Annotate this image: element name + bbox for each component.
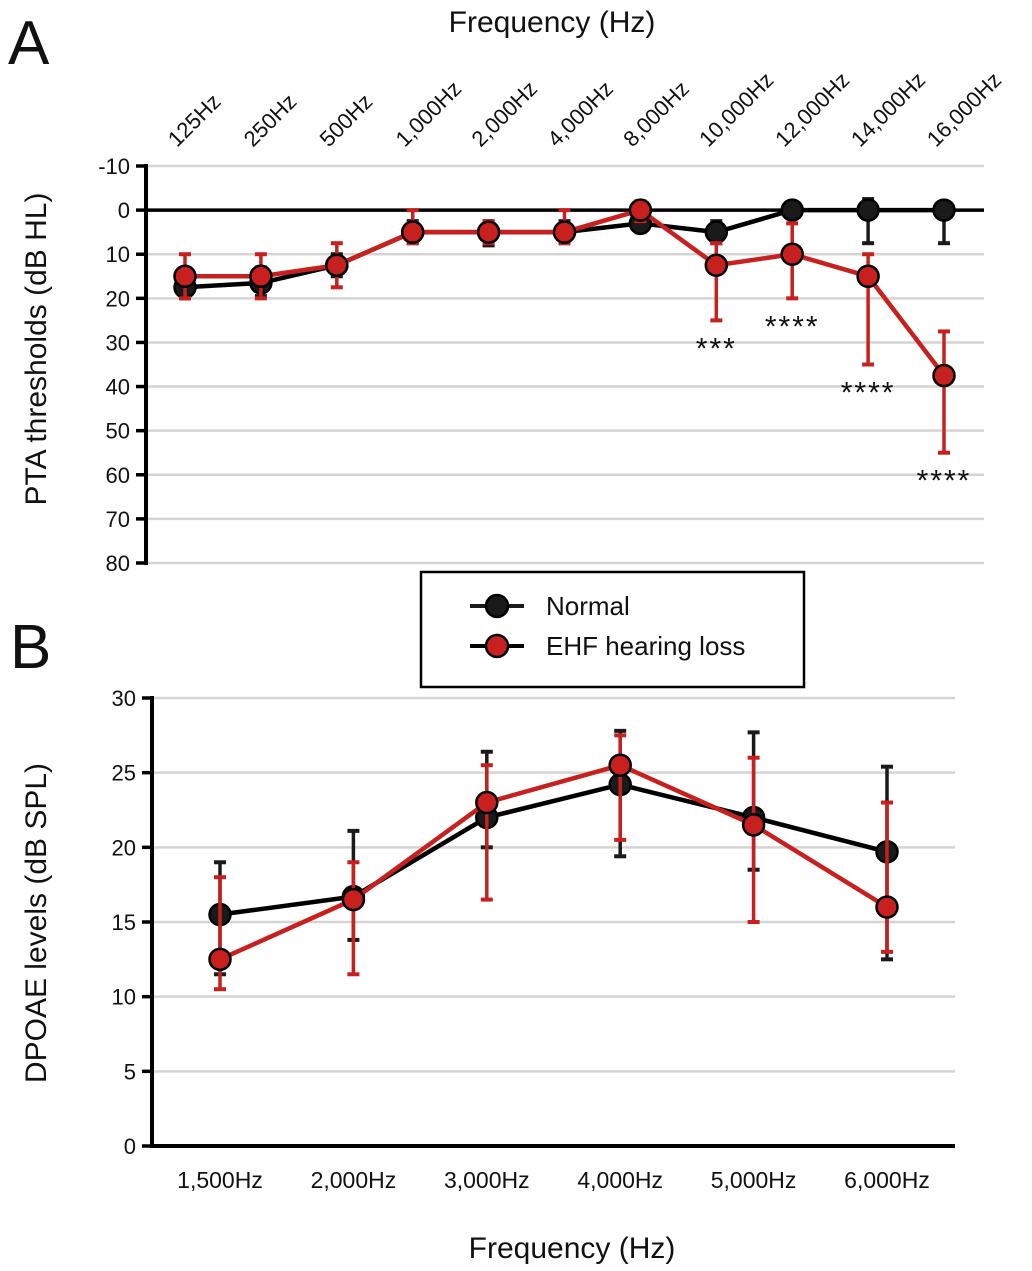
legend-label-ehf: EHF hearing loss <box>546 631 745 661</box>
x-category-label: 4,000Hz <box>542 76 618 152</box>
data-point <box>341 887 366 912</box>
panel-b-letter: B <box>10 613 51 682</box>
y-tick-label: 70 <box>106 507 130 532</box>
significance-marker: **** <box>841 377 896 410</box>
y-tick-label: 0 <box>124 1134 136 1159</box>
x-category-label: 1,500Hz <box>177 1167 263 1193</box>
data-point <box>628 198 653 222</box>
data-point <box>476 220 501 244</box>
x-category-label: 3,000Hz <box>444 1167 530 1193</box>
panel-b-y-ticks: 0 5 10 15 20 25 30 <box>112 686 136 1159</box>
x-category-label: 1,000Hz <box>391 76 467 152</box>
panel-a-y-axis-title: PTA thresholds (dB HL) <box>20 193 53 506</box>
y-tick-label: 60 <box>106 463 130 488</box>
panel-a-letter: A <box>8 9 50 78</box>
x-category-label: 2,000Hz <box>466 76 542 152</box>
y-tick-label: 30 <box>106 330 130 355</box>
data-point <box>704 220 729 244</box>
y-tick-label: 15 <box>112 910 136 935</box>
data-point <box>856 264 880 289</box>
x-category-label: 8,000Hz <box>618 76 694 152</box>
panel-a-chart: A Frequency (Hz) PTA thresholds (dB HL) … <box>8 6 1006 576</box>
series-line <box>219 762 889 962</box>
panel-a-significance: *************** <box>696 310 972 498</box>
significance-marker: **** <box>765 310 820 343</box>
x-category-label: 12,000Hz <box>770 67 854 151</box>
y-tick-label: 40 <box>106 375 130 400</box>
series-ehf <box>173 198 956 455</box>
x-category-label: 125Hz <box>163 89 226 152</box>
legend-label-normal: Normal <box>546 591 630 621</box>
data-point <box>856 198 880 222</box>
legend-item-normal: Normal <box>470 591 630 621</box>
data-point <box>932 198 956 222</box>
legend-item-ehf: EHF hearing loss <box>470 631 745 661</box>
panel-b-x-categories: 1,500Hz 2,000Hz 3,000Hz 4,000Hz 5,000Hz 6,000… <box>177 1167 930 1193</box>
x-category-label: 500Hz <box>315 89 378 152</box>
panel-b-axes <box>142 696 955 1148</box>
panel-b-series <box>208 728 899 992</box>
y-tick-label: 80 <box>106 551 130 576</box>
x-category-label: 5,000Hz <box>711 1167 797 1193</box>
x-category-label: 6,000Hz <box>844 1167 930 1193</box>
data-point <box>325 253 349 277</box>
panel-a-x-categories: 125Hz 250Hz 500Hz 1,000Hz 2,000Hz 4,000Hz 8,00… <box>163 67 1006 151</box>
panel-b-y-axis-title: DPOAE levels (dB SPL) <box>20 763 53 1083</box>
y-tick-label: 5 <box>124 1059 136 1084</box>
x-category-label: 10,000Hz <box>694 67 778 151</box>
x-category-label: 16,000Hz <box>922 67 1006 151</box>
data-point <box>780 242 804 266</box>
data-point <box>208 947 232 972</box>
y-tick-label: 20 <box>112 835 136 860</box>
x-category-label: 2,000Hz <box>311 1167 397 1193</box>
y-tick-label: 10 <box>106 242 130 267</box>
y-tick-label: 25 <box>112 761 136 786</box>
y-tick-label: 20 <box>106 286 130 311</box>
series-ehf <box>208 733 899 992</box>
y-tick-label: -10 <box>98 154 130 179</box>
panel-a-gridlines <box>146 164 984 565</box>
data-point <box>932 363 956 388</box>
data-point <box>741 813 766 837</box>
y-tick-label: 10 <box>112 985 136 1010</box>
data-point <box>249 264 273 289</box>
x-category-label: 4,000Hz <box>577 1167 663 1193</box>
legend-marker-normal <box>484 593 510 619</box>
data-point <box>173 264 197 289</box>
data-point <box>875 895 899 919</box>
panel-a-y-ticks: -10 0 10 20 30 40 50 60 70 80 <box>98 154 130 576</box>
significance-marker: **** <box>917 465 972 498</box>
data-point <box>704 253 729 277</box>
panel-a-series <box>173 197 956 455</box>
x-category-label: 250Hz <box>239 89 302 152</box>
panel-b-x-axis-title: Frequency (Hz) <box>469 1232 676 1265</box>
data-point <box>552 220 577 244</box>
y-tick-label: 0 <box>118 198 130 223</box>
y-tick-label: 50 <box>106 419 130 444</box>
panel-a-x-axis-title: Frequency (Hz) <box>449 6 656 39</box>
legend-box <box>419 570 806 689</box>
series-line <box>219 782 888 917</box>
data-point <box>780 198 804 222</box>
data-point <box>400 220 425 244</box>
panel-b-gridlines <box>152 696 955 1073</box>
data-point <box>608 753 632 777</box>
x-category-label: 14,000Hz <box>846 67 930 151</box>
data-point <box>475 790 499 815</box>
legend: Normal EHF hearing loss <box>419 570 806 689</box>
y-tick-label: 30 <box>112 686 136 711</box>
panel-b-chart: B Frequency (Hz) DPOAE levels (dB SPL) 0… <box>10 613 955 1265</box>
significance-marker: *** <box>696 332 737 365</box>
legend-marker-ehf <box>484 633 510 659</box>
